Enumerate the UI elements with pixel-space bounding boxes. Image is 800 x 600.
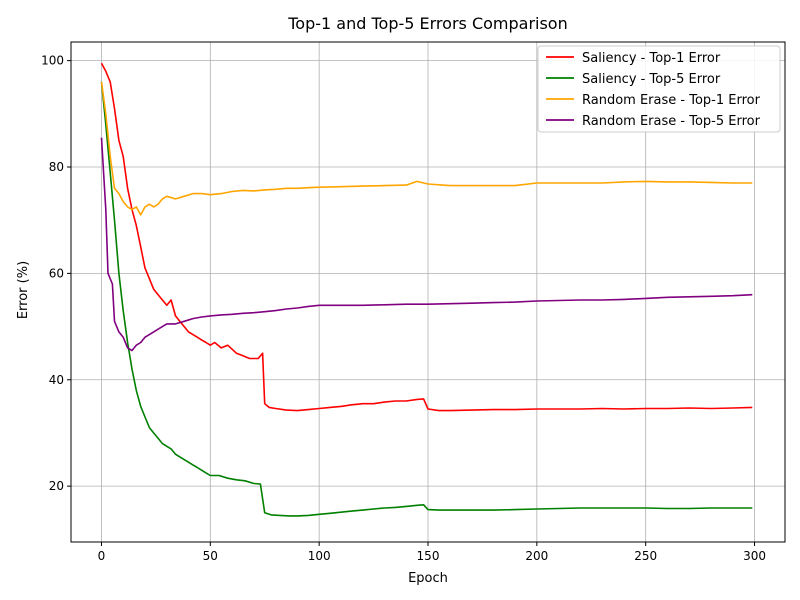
y-tick-label: 20 [49,479,64,493]
legend-label-3: Random Erase - Top-1 Error [582,93,761,108]
y-axis-ticks: 20 40 60 80 100 [41,54,71,493]
legend-label-4: Random Erase - Top-5 Error [582,114,761,129]
grid [71,42,785,542]
series-line-3 [100,81,753,216]
x-axis-ticks: 0 50 100 150 200 250 300 [98,542,766,563]
y-tick-label: 100 [41,54,64,68]
series-line-1 [100,62,753,412]
y-axis-label: Error (%) [16,261,31,319]
x-tick-label: 150 [417,549,440,563]
chart-title: Top-1 and Top-5 Errors Comparison [287,14,567,33]
x-tick-label: 50 [203,549,218,563]
x-axis-label: Epoch [408,571,448,586]
x-tick-label: 250 [634,549,657,563]
legend-label-1: Saliency - Top-1 Error [582,51,721,66]
series-line-4 [100,137,753,352]
series-line-2 [100,81,753,517]
y-tick-label: 80 [49,160,64,174]
legend: Saliency - Top-1 Error Saliency - Top-5 E… [537,45,781,133]
legend-label-2: Saliency - Top-5 Error [582,72,721,87]
legend-box [537,45,781,133]
y-tick-label: 60 [49,266,64,280]
x-tick-label: 100 [308,549,331,563]
series-lines [100,62,753,517]
x-tick-label: 0 [98,549,106,563]
y-tick-label: 40 [49,373,64,387]
x-tick-label: 300 [743,549,766,563]
x-tick-label: 200 [525,549,548,563]
